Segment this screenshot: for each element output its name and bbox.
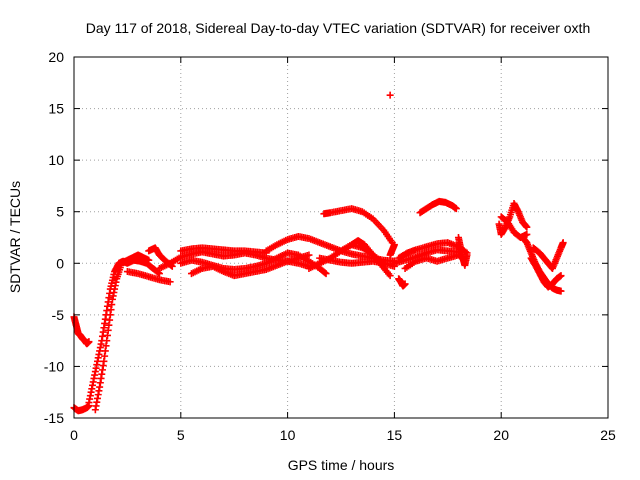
- x-tick-label: 5: [177, 427, 185, 443]
- data-point: [559, 239, 567, 247]
- y-tick-label: 20: [48, 49, 64, 65]
- y-tick-label: 15: [48, 101, 64, 117]
- data-point: [166, 278, 174, 286]
- x-tick-label: 10: [280, 427, 296, 443]
- axis-ticks: 0 5 10 15 20 25 -15 -10 -5 0 5 10 15 20: [44, 49, 616, 443]
- data-point: [463, 251, 471, 259]
- plot-frame: [73, 56, 609, 419]
- y-axis-label: SDTVAR / TECUs: [7, 181, 23, 293]
- x-tick-label: 25: [600, 427, 616, 443]
- data-point: [557, 287, 565, 295]
- data-point: [557, 272, 565, 280]
- data-point: [386, 272, 394, 280]
- data-point: [145, 256, 153, 264]
- x-tick-label: 0: [70, 427, 78, 443]
- y-tick-label: 5: [56, 204, 64, 220]
- data-point: [321, 269, 329, 277]
- data-point: [523, 223, 531, 231]
- x-axis-label: GPS time / hours: [288, 457, 395, 473]
- chart-title: Day 117 of 2018, Sidereal Day-to-day VTE…: [86, 20, 590, 36]
- data-point: [322, 270, 330, 278]
- data-point: [386, 91, 394, 99]
- y-tick-label: 10: [48, 152, 64, 168]
- y-tick-label: -10: [44, 358, 64, 374]
- x-tick-label: 20: [493, 427, 509, 443]
- y-tick-label: -15: [44, 410, 64, 426]
- data-point: [401, 280, 409, 288]
- data-point: [452, 205, 460, 213]
- data-point: [305, 251, 313, 259]
- data-point: [85, 338, 93, 346]
- y-tick-label: 0: [56, 255, 64, 271]
- x-tick-label: 15: [387, 427, 403, 443]
- data-point: [154, 269, 162, 277]
- data-points: [70, 91, 567, 415]
- data-point: [523, 230, 531, 238]
- data-point: [390, 241, 398, 249]
- grid: [74, 57, 608, 418]
- y-tick-label: -5: [52, 307, 65, 323]
